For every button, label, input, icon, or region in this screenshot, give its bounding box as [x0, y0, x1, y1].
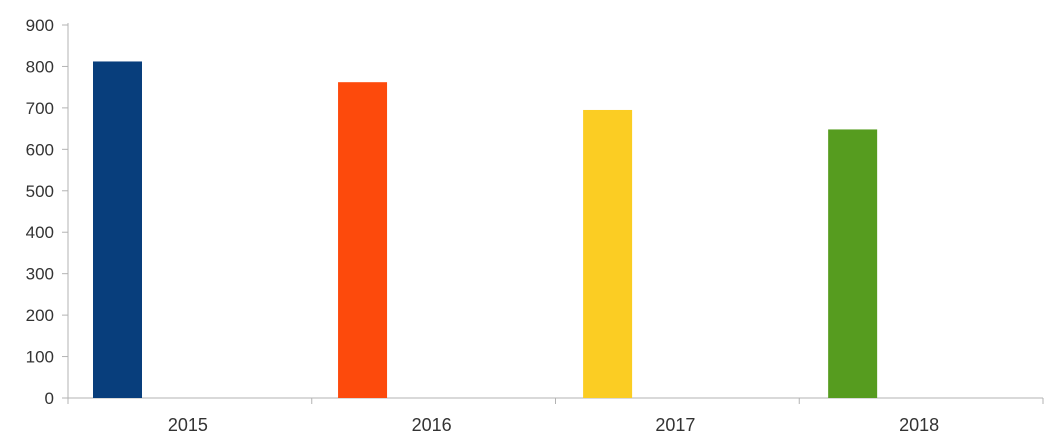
y-tick-label: 500 [26, 182, 54, 201]
y-tick-label: 700 [26, 99, 54, 118]
y-tick-label: 200 [26, 306, 54, 325]
y-tick-label: 400 [26, 223, 54, 242]
bar-2018 [828, 129, 878, 398]
y-tick-label: 900 [26, 16, 54, 35]
y-tick-label: 800 [26, 57, 54, 76]
x-tick-label: 2015 [168, 415, 208, 435]
y-tick-label: 0 [45, 389, 54, 408]
x-tick-label: 2016 [412, 415, 452, 435]
x-tick-label: 2018 [899, 415, 939, 435]
y-tick-label: 300 [26, 265, 54, 284]
bar-2016 [338, 82, 388, 399]
y-tick-label: 600 [26, 140, 54, 159]
x-tick-label: 2017 [655, 415, 695, 435]
y-tick-label: 100 [26, 348, 54, 367]
bar-2017 [583, 109, 633, 398]
bar-2015 [93, 61, 142, 399]
